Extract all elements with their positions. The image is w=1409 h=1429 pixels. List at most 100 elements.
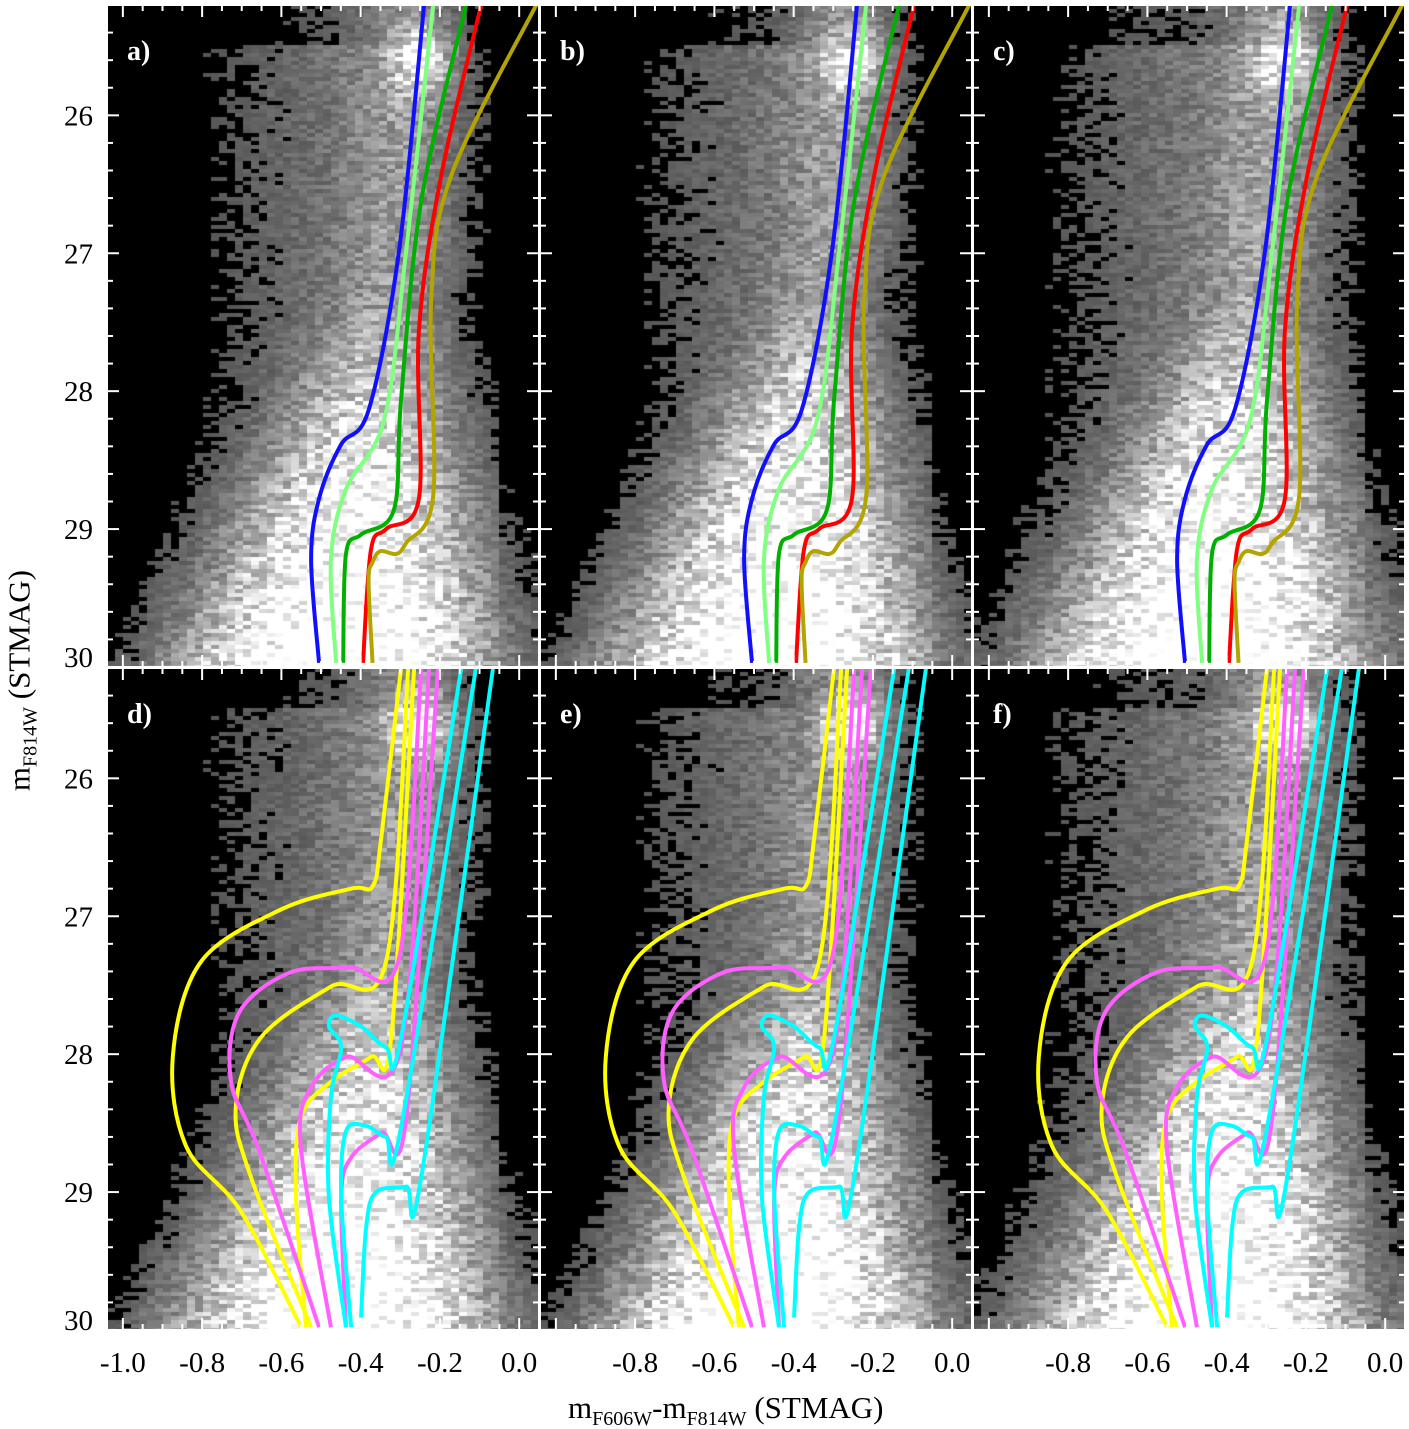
x-tick-label: -0.2	[1283, 1347, 1329, 1379]
y-tick-label: 27	[64, 238, 93, 270]
isochrone-yellow-1	[1036, 668, 1270, 1329]
x-tick-label: -0.4	[771, 1347, 817, 1379]
isochrone-olive	[366, 5, 539, 663]
isochrone-cyan-2	[772, 668, 911, 1328]
y-tick-label: 30	[64, 642, 93, 674]
isochrones-panel-f	[1036, 668, 1362, 1329]
panel-frame	[106, 4, 540, 668]
y-axis-title: mF814W (STMAG)	[1, 541, 42, 821]
isochrone-yellow-1	[170, 668, 404, 1329]
x-tick-label: -0.8	[179, 1347, 225, 1379]
isochrone-red	[1227, 5, 1350, 664]
ticks	[107, 667, 540, 1331]
hess-diagram-f	[973, 668, 1405, 1330]
hess-diagram-b	[540, 5, 972, 667]
x-tick-label: -0.6	[258, 1347, 304, 1379]
isochrone-light-green	[761, 5, 869, 663]
x-tick-label: 0.0	[934, 1347, 970, 1379]
y-tick-label: 27	[64, 901, 93, 933]
panel-label: f)	[993, 699, 1012, 730]
x-tick-label: -1.0	[100, 1347, 146, 1379]
isochrone-yellow-1	[603, 668, 837, 1329]
isochrone-yellow-2	[666, 668, 844, 1328]
x-axis-title-sub1: F606W	[592, 1408, 653, 1429]
isochrone-blue	[309, 5, 427, 664]
ticks	[973, 667, 1406, 1331]
isochrone-yellow-3	[726, 668, 850, 1328]
isochrones-panel-d	[170, 668, 496, 1329]
isochrones-panel-b	[742, 5, 972, 664]
hess-diagram-e	[540, 668, 972, 1330]
x-tick-label: 0.0	[501, 1347, 537, 1379]
isochrone-cyan-2	[1205, 668, 1344, 1328]
y-tick-label: 29	[64, 1177, 93, 1209]
y-tick-label: 26	[64, 100, 93, 132]
hess-diagram-d	[107, 668, 539, 1330]
y-tick-label: 28	[64, 376, 93, 408]
isochrone-magenta-2	[730, 668, 865, 1328]
isochrone-olive	[799, 5, 972, 663]
isochrone-magenta-1	[1093, 668, 1290, 1328]
x-tick-label: -0.6	[691, 1347, 737, 1379]
y-axis-title-unit: (STMAG)	[1, 570, 37, 707]
isochrone-magenta-2	[297, 668, 432, 1328]
x-axis-title-main: m	[568, 1390, 593, 1425]
panel-frame	[539, 667, 973, 1331]
panel-label: d)	[127, 699, 152, 730]
isochrone-yellow-3	[293, 668, 417, 1328]
isochrones-panel-a	[309, 5, 539, 664]
isochrone-cyan-1	[1191, 668, 1330, 1328]
hess-diagram-c	[973, 5, 1405, 667]
isochrone-cyan-1	[325, 668, 464, 1328]
x-axis-title: mF606W-mF814W (STMAG)	[568, 1390, 883, 1429]
isochrone-green	[1207, 5, 1335, 663]
y-tick-label: 26	[64, 763, 93, 795]
isochrone-yellow-3	[1159, 668, 1283, 1328]
panel-frame	[972, 667, 1406, 1331]
panel-label: c)	[993, 36, 1015, 67]
isochrones-panel-e	[603, 668, 929, 1329]
x-axis-title-sub2: F814W	[686, 1408, 747, 1429]
x-tick-label: -0.6	[1124, 1347, 1170, 1379]
isochrone-cyan-3	[1225, 668, 1362, 1318]
y-tick-label: 28	[64, 1039, 93, 1071]
isochrone-yellow-2	[233, 668, 411, 1328]
panel-frame	[539, 4, 973, 668]
panel-label: a)	[127, 36, 150, 67]
ticks	[107, 4, 540, 668]
isochrone-yellow-2	[1099, 668, 1277, 1328]
y-axis-title-sub: F814W	[19, 707, 42, 767]
x-axis-title-mid: -m	[652, 1390, 687, 1425]
isochrone-cyan-3	[792, 668, 929, 1318]
isochrone-green	[774, 5, 902, 663]
panel-label: b)	[560, 36, 585, 67]
isochrone-cyan-3	[359, 668, 496, 1318]
isochrone-magenta-1	[660, 668, 857, 1328]
x-tick-label: -0.8	[1045, 1347, 1091, 1379]
y-tick-label: 29	[64, 514, 93, 546]
isochrone-light-green	[1194, 5, 1302, 663]
ticks	[973, 4, 1406, 668]
isochrone-red	[794, 5, 917, 664]
isochrone-blue	[1175, 5, 1293, 664]
x-tick-label: 0.0	[1367, 1347, 1403, 1379]
isochrone-blue	[742, 5, 860, 664]
y-axis-title-main: m	[1, 767, 37, 792]
x-tick-label: -0.2	[417, 1347, 463, 1379]
isochrone-magenta-2	[1163, 668, 1298, 1328]
isochrone-cyan-2	[339, 668, 478, 1328]
isochrone-cyan-1	[758, 668, 897, 1328]
isochrone-magenta-1	[227, 668, 424, 1328]
panel-label: e)	[560, 699, 582, 730]
x-tick-label: -0.4	[338, 1347, 384, 1379]
x-tick-label: -0.4	[1204, 1347, 1250, 1379]
ticks	[540, 667, 973, 1331]
y-tick-label: 30	[64, 1305, 93, 1337]
isochrone-green	[341, 5, 469, 663]
ticks	[540, 4, 973, 668]
x-tick-label: -0.2	[850, 1347, 896, 1379]
x-axis-title-unit: (STMAG)	[746, 1390, 884, 1425]
isochrone-red	[361, 5, 484, 664]
